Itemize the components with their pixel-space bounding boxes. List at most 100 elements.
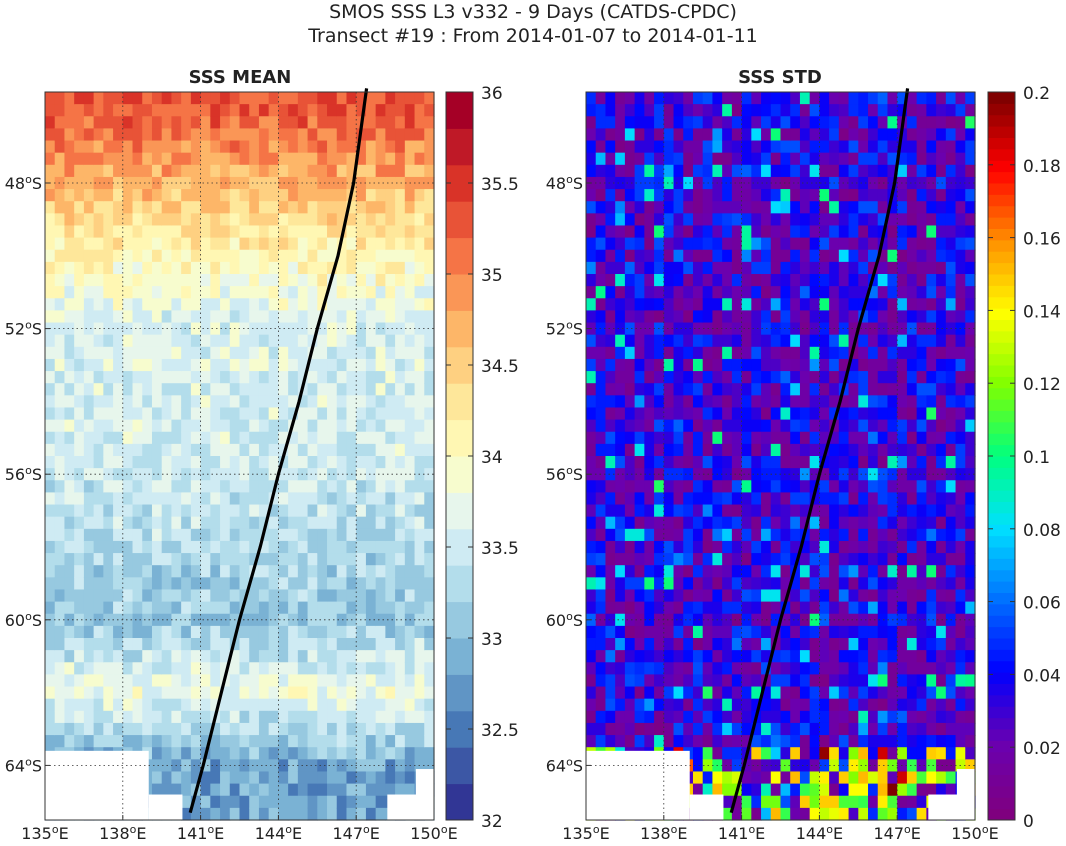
- heatmap-cell: [201, 298, 211, 311]
- heatmap-cell: [133, 565, 143, 578]
- heatmap-cell: [664, 699, 674, 712]
- heatmap-cell: [376, 165, 386, 178]
- heatmap-cell: [230, 201, 240, 214]
- heatmap-cell: [385, 517, 395, 530]
- heatmap-cell: [103, 589, 113, 602]
- heatmap-cell: [946, 165, 956, 178]
- heatmap-cell: [376, 674, 386, 687]
- heatmap-cell: [693, 517, 703, 530]
- heatmap-cell: [781, 310, 791, 323]
- heatmap-cell: [191, 553, 201, 566]
- heatmap-cell: [55, 371, 65, 384]
- heatmap-cell: [829, 310, 839, 323]
- heatmap-cell: [123, 541, 133, 554]
- heatmap-cell: [839, 553, 849, 566]
- colorbar-segment: [988, 786, 1015, 798]
- heatmap-cell: [887, 298, 897, 311]
- heatmap-cell: [55, 104, 65, 117]
- heatmap-cell: [790, 796, 800, 809]
- heatmap-cell: [849, 638, 859, 651]
- heatmap-cell: [742, 104, 752, 117]
- heatmap-cell: [946, 286, 956, 299]
- heatmap-cell: [123, 626, 133, 639]
- heatmap-cell: [936, 383, 946, 396]
- heatmap-cell: [269, 456, 279, 469]
- heatmap-cell: [346, 565, 356, 578]
- heatmap-cell: [887, 771, 897, 784]
- heatmap-cell: [946, 771, 956, 784]
- heatmap-cell: [878, 480, 888, 493]
- heatmap-cell: [956, 517, 966, 530]
- heatmap-cell: [771, 165, 781, 178]
- heatmap-cell: [654, 517, 664, 530]
- heatmap-cell: [230, 141, 240, 154]
- heatmap-cell: [878, 662, 888, 675]
- heatmap-cell: [732, 347, 742, 360]
- colorbar-segment: [988, 661, 1015, 673]
- heatmap-cell: [55, 492, 65, 505]
- heatmap-cell: [288, 723, 298, 736]
- heatmap-cell: [664, 602, 674, 615]
- heatmap-cell: [395, 784, 405, 797]
- heatmap-cell: [84, 589, 94, 602]
- heatmap-cell: [74, 141, 84, 154]
- heatmap-cell: [240, 674, 250, 687]
- heatmap-cell: [376, 383, 386, 396]
- heatmap-cell: [395, 250, 405, 263]
- heatmap-cell: [210, 553, 220, 566]
- heatmap-cell: [395, 577, 405, 590]
- heatmap-cell: [210, 189, 220, 202]
- colorbar-tick-label: 33.5: [481, 539, 519, 559]
- heatmap-cell: [664, 432, 674, 445]
- heatmap-cell: [376, 529, 386, 542]
- heatmap-cell: [625, 383, 635, 396]
- heatmap-cell: [790, 444, 800, 457]
- heatmap-cell: [395, 541, 405, 554]
- heatmap-cell: [405, 784, 415, 797]
- heatmap-cell: [123, 638, 133, 651]
- heatmap-cell: [64, 723, 74, 736]
- heatmap-cell: [829, 444, 839, 457]
- heatmap-cell: [761, 383, 771, 396]
- heatmap-cell: [240, 371, 250, 384]
- heatmap-cell: [693, 456, 703, 469]
- heatmap-cell: [936, 589, 946, 602]
- heatmap-cell: [356, 650, 366, 663]
- heatmap-cell: [171, 674, 181, 687]
- heatmap-cell: [337, 420, 347, 433]
- heatmap-cell: [171, 662, 181, 675]
- heatmap-cell: [810, 432, 820, 445]
- heatmap-cell: [917, 262, 927, 275]
- heatmap-cell: [201, 310, 211, 323]
- colorbar-tick-label: 32.5: [481, 721, 519, 741]
- heatmap-cell: [317, 589, 327, 602]
- heatmap-cell: [133, 250, 143, 263]
- heatmap-cell: [858, 274, 868, 287]
- heatmap-cell: [376, 432, 386, 445]
- heatmap-cell: [703, 699, 713, 712]
- heatmap-cell: [712, 687, 722, 700]
- heatmap-cell: [74, 335, 84, 348]
- heatmap-cell: [278, 262, 288, 275]
- heatmap-cell: [761, 335, 771, 348]
- heatmap-cell: [152, 359, 162, 372]
- heatmap-cell: [123, 565, 133, 578]
- heatmap-cell: [162, 250, 172, 263]
- heatmap-cell: [771, 250, 781, 263]
- heatmap-cell: [259, 383, 269, 396]
- heatmap-cell: [152, 420, 162, 433]
- heatmap-cell: [887, 602, 897, 615]
- heatmap-cell: [171, 529, 181, 542]
- heatmap-cell: [181, 128, 191, 141]
- heatmap-cell: [133, 335, 143, 348]
- heatmap-cell: [761, 213, 771, 226]
- heatmap-cell: [317, 468, 327, 481]
- heatmap-cell: [751, 116, 761, 129]
- heatmap-cell: [424, 638, 434, 651]
- heatmap-cell: [819, 286, 829, 299]
- heatmap-cell: [751, 808, 761, 821]
- heatmap-cell: [240, 165, 250, 178]
- heatmap-cell: [907, 711, 917, 724]
- heatmap-cell: [761, 189, 771, 202]
- heatmap-cell: [133, 492, 143, 505]
